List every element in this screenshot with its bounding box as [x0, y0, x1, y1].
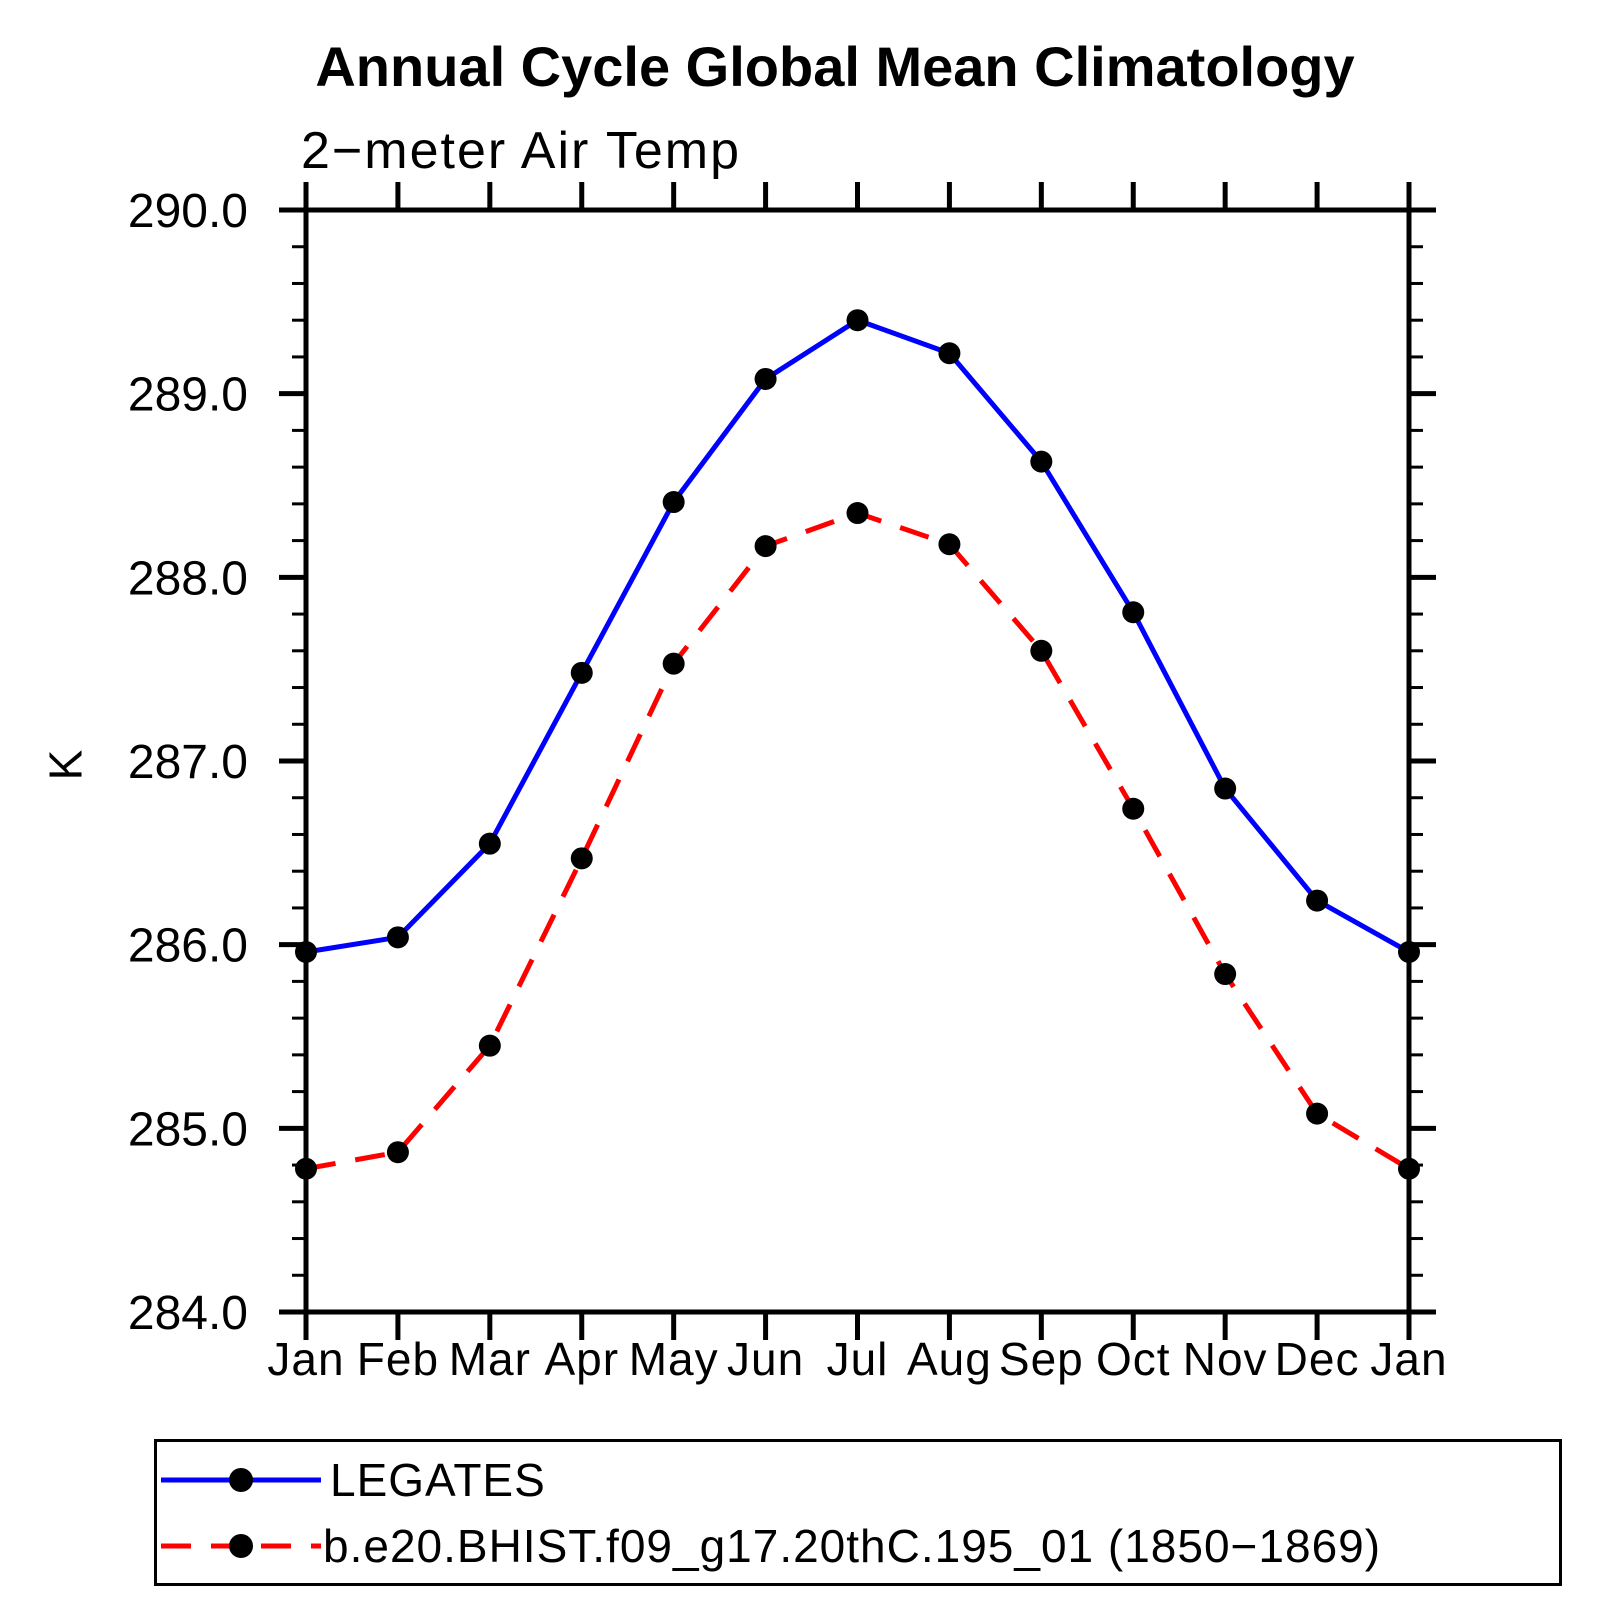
data-point — [1030, 450, 1053, 473]
data-point — [1030, 639, 1053, 662]
x-tick-label: Mar — [449, 1333, 531, 1385]
data-point — [1214, 777, 1237, 800]
legend-label-legates: LEGATES — [330, 1454, 546, 1506]
y-tick-label: 284.0 — [128, 1287, 248, 1340]
data-point — [1214, 963, 1237, 986]
x-tick-label: Dec — [1275, 1333, 1360, 1385]
data-point — [295, 1157, 317, 1180]
data-point — [846, 502, 869, 525]
data-point — [662, 491, 685, 514]
series-line-0 — [305, 317, 1411, 955]
x-tick-label: Jan — [1370, 1333, 1447, 1385]
plot-frame — [303, 207, 1412, 1315]
x-tick-label: Jan — [267, 1333, 344, 1385]
y-tick-label: 286.0 — [128, 920, 248, 973]
data-point — [570, 847, 593, 870]
y-tick-label: 289.0 — [128, 369, 248, 422]
data-point — [1306, 889, 1329, 912]
data-point — [1306, 1102, 1329, 1125]
y-tick-label: 290.0 — [128, 185, 248, 238]
data-point — [1398, 1157, 1420, 1180]
y-tick-label: 285.0 — [128, 1103, 248, 1156]
data-point — [478, 1034, 501, 1057]
y-axis: 284.0 285.0 286.0 287.0 288.0 289.0 290.0 — [128, 185, 1436, 1340]
x-tick-label: Oct — [1096, 1333, 1171, 1385]
data-point — [754, 535, 777, 558]
x-axis: Jan Feb Mar Apr May Jun Jul Aug Sep Oct Nov Dec Jan — [267, 182, 1447, 1385]
x-tick-label: Jul — [827, 1333, 889, 1385]
y-tick-label: 288.0 — [128, 552, 248, 605]
series-0 — [295, 309, 1420, 964]
legend-swatch-model — [161, 1534, 321, 1558]
series-1 — [295, 502, 1420, 1180]
x-tick-label: Jun — [727, 1333, 804, 1385]
chart-subtitle: 2−meter Air Temp — [301, 122, 742, 180]
chart-title: Annual Cycle Global Mean Climatology — [315, 35, 1355, 98]
data-point — [386, 1141, 409, 1164]
data-point — [570, 661, 593, 684]
x-tick-label: May — [629, 1333, 719, 1385]
data-point — [754, 367, 777, 390]
legend-swatch-legates — [161, 1468, 321, 1492]
data-point — [938, 342, 961, 365]
legend-label-model: b.e20.BHIST.f09_g17.20thC.195_01 (1850−1… — [323, 1520, 1382, 1572]
data-point — [478, 832, 501, 855]
x-tick-label: Sep — [999, 1333, 1084, 1385]
x-tick-label: Apr — [544, 1333, 619, 1385]
x-tick-label: Aug — [907, 1333, 992, 1385]
data-point — [1122, 601, 1145, 624]
data-point — [295, 941, 317, 964]
data-point — [386, 926, 409, 949]
data-point — [662, 652, 685, 675]
data-point — [846, 309, 869, 332]
y-tick-label: 287.0 — [128, 736, 248, 789]
x-tick-label: Feb — [357, 1333, 439, 1385]
data-point — [1398, 941, 1420, 964]
series-line-1 — [305, 510, 1411, 1172]
data-point — [1122, 797, 1145, 820]
data-point — [938, 533, 961, 556]
x-tick-label: Nov — [1183, 1333, 1268, 1385]
legend: LEGATES b.e20.BHIST.f09_g17.20thC.195_01… — [154, 1439, 1562, 1586]
